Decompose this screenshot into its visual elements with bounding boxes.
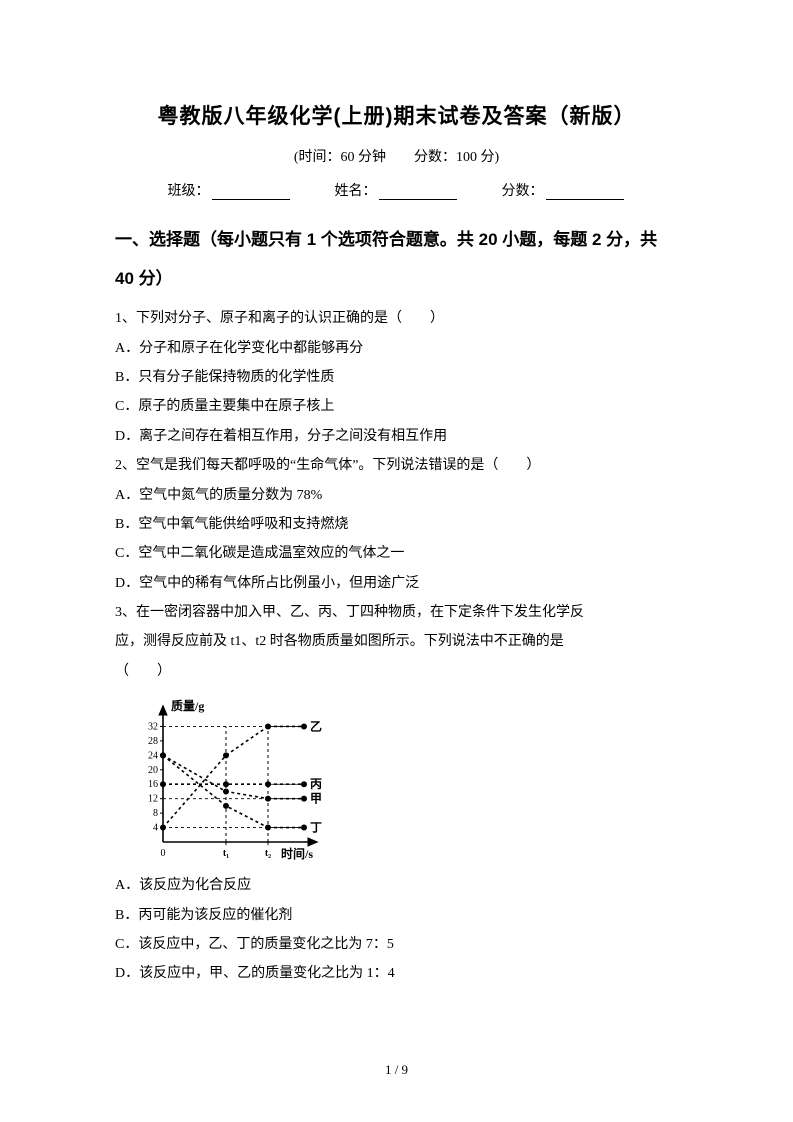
q3-stem-line2: 应，测得反应前及 t1、t2 时各物质质量如图所示。下列说法中不正确的是	[115, 627, 678, 656]
svg-text:乙: 乙	[310, 720, 322, 734]
svg-text:时间/s: 时间/s	[281, 846, 313, 861]
svg-text:16: 16	[148, 779, 158, 790]
q1-opt-c: C．原子的质量主要集中在原子核上	[115, 392, 678, 421]
class-label: 班级：	[168, 184, 210, 199]
svg-text:丙: 丙	[310, 777, 322, 791]
q3-chart: 质量/g 时间/s 4 8 12 16 20 24 28 32 0 t₁ t₂ 乙丙甲丁	[123, 692, 678, 867]
info-line: 班级： 姓名： 分数：	[115, 180, 678, 200]
q2-opt-b: B．空气中氧气能供给呼吸和支持燃烧	[115, 510, 678, 539]
doc-title: 粤教版八年级化学(上册)期末试卷及答案（新版）	[115, 100, 678, 130]
q3-opt-a: A．该反应为化合反应	[115, 871, 678, 900]
name-label: 姓名：	[335, 184, 377, 199]
q3-stem-line1: 3、在一密闭容器中加入甲、乙、丙、丁四种物质，在下定条件下发生化学反	[115, 598, 678, 627]
svg-text:丁: 丁	[310, 821, 322, 835]
q2-opt-c: C．空气中二氧化碳是造成温室效应的气体之一	[115, 539, 678, 568]
q1-opt-b: B．只有分子能保持物质的化学性质	[115, 363, 678, 392]
svg-text:t₂: t₂	[265, 848, 271, 859]
class-blank	[212, 184, 290, 200]
chart-svg: 质量/g 时间/s 4 8 12 16 20 24 28 32 0 t₁ t₂ 乙丙甲丁	[123, 692, 323, 867]
page-footer: 1 / 9	[0, 1062, 793, 1078]
q1-opt-a: A．分子和原子在化学变化中都能够再分	[115, 334, 678, 363]
svg-text:24: 24	[148, 751, 158, 762]
doc-subtitle: (时间：60 分钟 分数：100 分)	[115, 146, 678, 166]
q3-opt-d: D．该反应中，甲、乙的质量变化之比为 1：4	[115, 959, 678, 988]
svg-text:12: 12	[148, 794, 158, 805]
page-content: 粤教版八年级化学(上册)期末试卷及答案（新版） (时间：60 分钟 分数：100…	[0, 0, 793, 1049]
q3-stem-line3: （ ）	[115, 657, 678, 686]
q2-opt-d: D．空气中的稀有气体所占比例虽小，但用途广泛	[115, 569, 678, 598]
svg-text:t₁: t₁	[223, 848, 229, 859]
q1-stem: 1、下列对分子、原子和离子的认识正确的是（ ）	[115, 304, 678, 333]
q2-opt-a: A．空气中氮气的质量分数为 78%	[115, 481, 678, 510]
q3-opt-b: B．丙可能为该反应的催化剂	[115, 901, 678, 930]
svg-text:32: 32	[148, 722, 158, 733]
svg-text:20: 20	[148, 765, 158, 776]
name-blank	[379, 184, 457, 200]
svg-text:8: 8	[153, 808, 158, 819]
q1-opt-d: D．离子之间存在着相互作用，分子之间没有相互作用	[115, 422, 678, 451]
q3-opt-c: C．该反应中，乙、丁的质量变化之比为 7：5	[115, 930, 678, 959]
section-1-header: 一、选择题（每小题只有 1 个选项符合题意。共 20 小题，每题 2 分，共 4…	[115, 220, 678, 298]
svg-text:甲: 甲	[310, 792, 322, 806]
q2-stem: 2、空气是我们每天都呼吸的“生命气体”。下列说法错误的是（ ）	[115, 451, 678, 480]
svg-text:28: 28	[148, 736, 158, 747]
score-blank	[546, 184, 624, 200]
score-label: 分数：	[502, 184, 544, 199]
svg-text:质量/g: 质量/g	[171, 698, 204, 713]
svg-text:0: 0	[161, 848, 166, 859]
svg-text:4: 4	[153, 823, 158, 834]
